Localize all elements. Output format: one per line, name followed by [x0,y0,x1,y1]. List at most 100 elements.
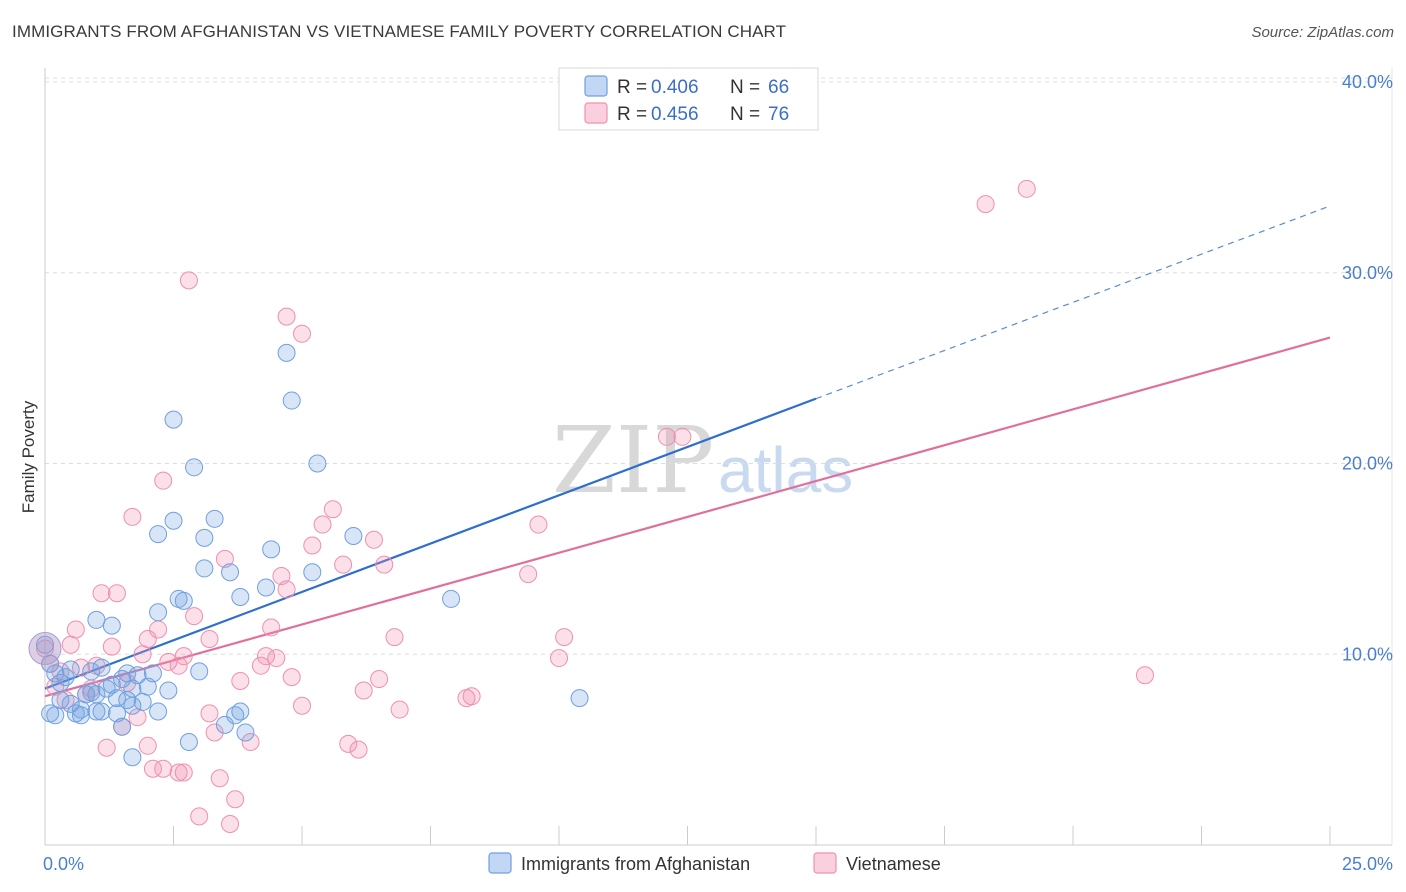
point-vietnamese [277,580,296,599]
point-vietnamese [1017,179,1036,198]
point-afghanistan [185,458,204,477]
point-vietnamese [303,536,322,555]
point-vietnamese [97,738,116,757]
point-afghanistan [164,410,183,429]
legend-n-label-vietnamese: N = [730,104,760,125]
point-afghanistan [123,696,142,715]
point-vietnamese [169,656,188,675]
point-vietnamese [293,696,311,715]
point-afghanistan [231,588,250,607]
point-afghanistan [61,694,80,713]
point-afghanistan [61,660,80,679]
point-afghanistan [82,662,101,681]
point-afghanistan [87,610,106,629]
point-vietnamese [154,759,173,778]
point-vietnamese [354,681,373,700]
point-vietnamese [102,637,121,656]
bottom-legend-label-afghanistan: Immigrants from Afghanistan [521,854,750,874]
point-vietnamese [262,618,281,637]
point-afghanistan [236,723,255,742]
point-afghanistan [107,704,126,723]
point-vietnamese [154,471,173,490]
point-afghanistan [41,704,60,723]
point-vietnamese [149,620,168,639]
y-tick-label: 30.0% [1342,263,1393,283]
point-afghanistan [344,526,363,545]
y-tick-label: 10.0% [1342,644,1393,664]
legend-swatch-afghanistan [584,75,608,97]
legend-r-label-afghanistan: R = [617,77,647,98]
point-vietnamese [179,271,198,290]
y-tick-label: 40.0% [1342,72,1393,92]
y-axis-title: Family Poverty [19,400,38,513]
point-afghanistan [51,691,70,710]
point-vietnamese [200,629,219,648]
point-afghanistan [149,603,168,622]
point-afghanistan [149,702,168,721]
point-vietnamese [185,607,204,626]
point-afghanistan [277,343,296,362]
point-afghanistan [143,664,162,683]
point-vietnamese [200,704,219,723]
legend-r-value-afghanistan: 0.406 [651,77,699,98]
point-afghanistan [442,589,461,608]
legend-n-label-afghanistan: N = [730,77,760,98]
point-vietnamese [555,628,574,647]
legend-swatch-vietnamese [584,102,608,124]
point-vietnamese [293,324,311,343]
chart-title: IMMIGRANTS FROM AFGHANISTAN VS VIETNAMES… [12,22,787,41]
point-vietnamese [370,670,389,689]
point-vietnamese [267,649,286,668]
point-vietnamese [1135,666,1154,685]
bottom-legend-swatch-vietnamese [813,852,837,874]
point-afghanistan [205,509,224,528]
point-vietnamese [519,565,538,584]
point-afghanistan [149,525,168,544]
point-vietnamese [282,668,301,687]
axes [44,68,1393,846]
point-afghanistan [221,563,240,582]
tick-labels: 10.0% 20.0% 30.0% 40.0% 0.0% 25.0% [43,72,1393,874]
point-afghanistan [257,578,276,597]
point-vietnamese [66,620,85,639]
watermark-zip: ZIP [552,407,714,514]
point-vietnamese [143,759,162,778]
legend-r-label-vietnamese: R = [617,104,647,125]
trendline-afghanistan [44,397,817,690]
point-vietnamese [210,769,229,788]
legend-n-value-afghanistan: 66 [768,77,789,98]
point-afghanistan [138,677,157,696]
point-afghanistan [92,702,111,721]
point-afghanistan [71,706,90,725]
point-afghanistan [123,748,142,767]
point-vietnamese [550,649,568,668]
point-afghanistan [118,691,137,710]
trendlines [44,205,1331,698]
point-afghanistan [92,658,111,677]
x-tick-label: 25.0% [1342,854,1393,874]
legend-r-value-vietnamese: 0.456 [651,104,699,125]
source-credit: Source: ZipAtlas.com [1251,24,1394,41]
point-vietnamese [976,195,995,214]
point-afghanistan [82,683,101,702]
point-vietnamese [221,815,240,834]
point-vietnamese [334,555,353,574]
point-vietnamese [349,740,368,759]
x-tick-label: 0.0% [43,854,84,874]
point-afghanistan [303,563,322,582]
point-vietnamese [159,652,178,671]
point-afghanistan [113,717,132,736]
point-vietnamese [339,734,358,753]
point-vietnamese [657,427,676,446]
point-vietnamese [390,700,409,719]
point-vietnamese [251,656,270,675]
point-vietnamese [61,635,80,654]
point-afghanistan [174,591,193,610]
bottom-legend-swatch-afghanistan [488,852,512,874]
point-afghanistan [102,675,121,694]
point-afghanistan [262,540,281,559]
point-vietnamese [375,555,394,574]
point-vietnamese [323,500,342,519]
point-vietnamese [241,732,260,751]
